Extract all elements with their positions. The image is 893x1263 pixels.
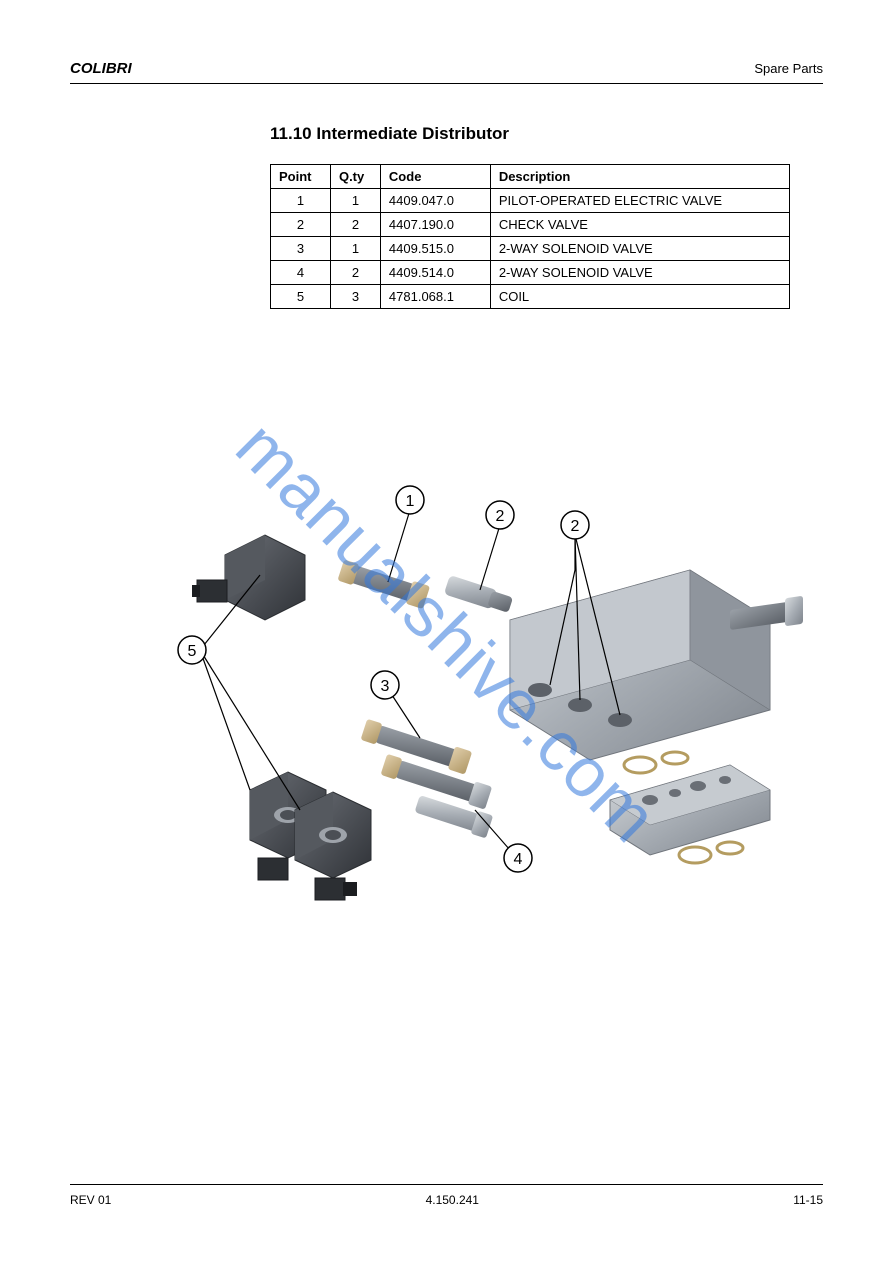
cell-qty: 1 — [330, 237, 380, 261]
page: COLIBRI Spare Parts 11.10 Intermediate D… — [0, 0, 893, 1263]
sub-plate — [610, 765, 770, 855]
table-row: 4 2 4409.514.0 2-WAY SOLENOID VALVE — [271, 261, 790, 285]
cell-desc: PILOT-OPERATED ELECTRIC VALVE — [490, 189, 789, 213]
callout-1: 1 — [396, 486, 424, 514]
table-row: 3 1 4409.515.0 2-WAY SOLENOID VALVE — [271, 237, 790, 261]
manifold-block — [510, 570, 770, 760]
section-title: 11.10 Intermediate Distributor — [270, 124, 823, 144]
footer-center: 4.150.241 — [426, 1193, 479, 1207]
diagram-svg: 1 2 2 3 4 — [130, 460, 810, 1020]
callout-4-label: 4 — [514, 851, 523, 868]
callout-3: 3 — [371, 671, 399, 699]
header-doc-title: Spare Parts — [754, 61, 823, 76]
section-name: Intermediate Distributor — [316, 124, 509, 143]
cell-code: 4409.047.0 — [380, 189, 490, 213]
callout-2-right: 2 — [561, 511, 589, 539]
col-desc: Description — [490, 165, 789, 189]
section-number: 11.10 — [270, 124, 312, 143]
header-product: COLIBRI — [70, 60, 132, 77]
header-rule — [70, 83, 823, 84]
table-header-row: Point Q.ty Code Description — [271, 165, 790, 189]
callout-5-label: 5 — [188, 643, 197, 660]
coil-lower-2 — [295, 792, 371, 900]
coil-upper — [192, 535, 305, 620]
callout-2-top: 2 — [486, 501, 514, 529]
cell-code: 4409.515.0 — [380, 237, 490, 261]
cell-qty: 3 — [330, 285, 380, 309]
exploded-diagram: 1 2 2 3 4 — [130, 460, 810, 1020]
cell-code: 4407.190.0 — [380, 213, 490, 237]
footer-left: REV 01 — [70, 1193, 111, 1207]
cell-point: 2 — [271, 213, 331, 237]
col-code: Code — [380, 165, 490, 189]
callout-5: 5 — [178, 636, 206, 664]
callout-2b-label: 2 — [571, 518, 580, 535]
content-block: 11.10 Intermediate Distributor Point Q.t… — [270, 124, 823, 309]
cell-desc: 2-WAY SOLENOID VALVE — [490, 261, 789, 285]
cell-qty: 2 — [330, 213, 380, 237]
cell-point: 3 — [271, 237, 331, 261]
header: COLIBRI Spare Parts — [70, 60, 823, 77]
right-cartridge — [730, 596, 803, 630]
cell-qty: 2 — [330, 261, 380, 285]
callout-3-label: 3 — [381, 678, 390, 695]
cell-desc: 2-WAY SOLENOID VALVE — [490, 237, 789, 261]
callout-4: 4 — [504, 844, 532, 872]
col-point: Point — [271, 165, 331, 189]
cell-desc: COIL — [490, 285, 789, 309]
cartridge-2 — [444, 575, 514, 615]
footer: REV 01 4.150.241 11-15 — [70, 1184, 823, 1207]
cell-code: 4409.514.0 — [380, 261, 490, 285]
callout-2-label: 2 — [496, 508, 505, 525]
cartridge-1 — [337, 558, 430, 609]
col-qty: Q.ty — [330, 165, 380, 189]
callout-1-label: 1 — [406, 493, 415, 510]
table-row: 1 1 4409.047.0 PILOT-OPERATED ELECTRIC V… — [271, 189, 790, 213]
cell-desc: CHECK VALVE — [490, 213, 789, 237]
cell-point: 1 — [271, 189, 331, 213]
table-row: 5 3 4781.068.1 COIL — [271, 285, 790, 309]
parts-table: Point Q.ty Code Description 1 1 4409.047… — [270, 164, 790, 309]
cell-qty: 1 — [330, 189, 380, 213]
cell-point: 4 — [271, 261, 331, 285]
cell-point: 5 — [271, 285, 331, 309]
table-row: 2 2 4407.190.0 CHECK VALVE — [271, 213, 790, 237]
footer-right: 11-15 — [793, 1193, 823, 1207]
cell-code: 4781.068.1 — [380, 285, 490, 309]
